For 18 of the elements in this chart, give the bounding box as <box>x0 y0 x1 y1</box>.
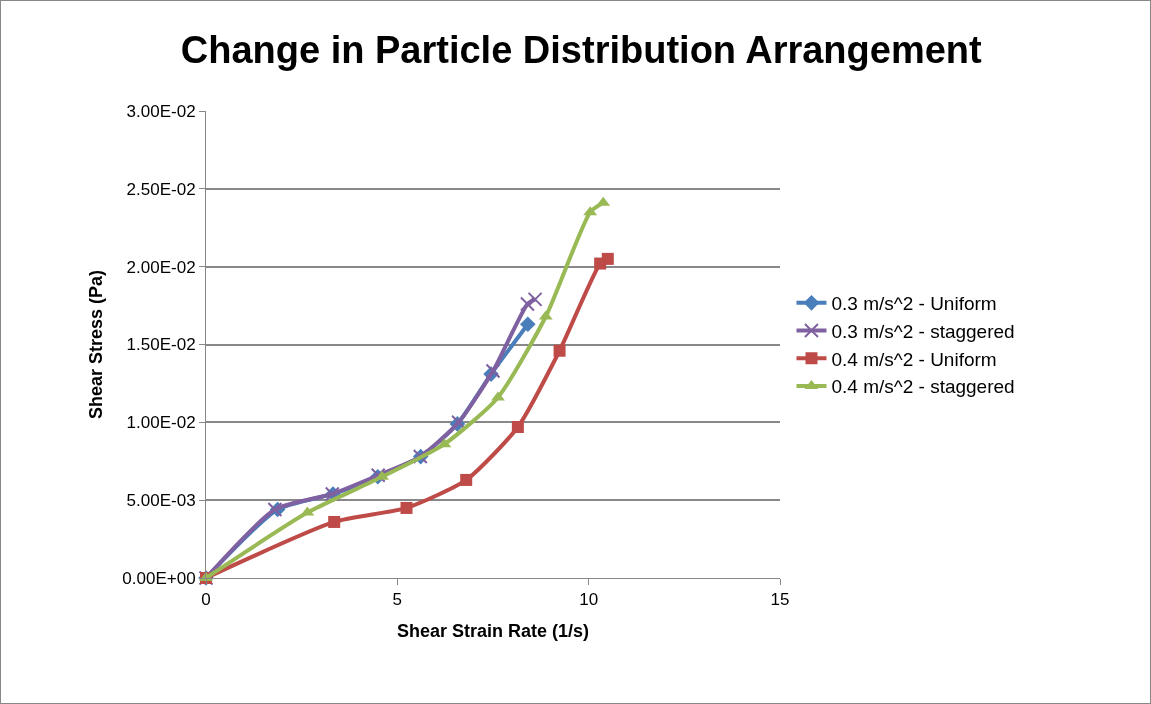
y-tick-label: 2.00E-02 <box>126 257 196 277</box>
y-tick-label: 1.50E-02 <box>126 335 196 355</box>
y-tick-label: 1.00E-02 <box>126 413 196 433</box>
y-tick-label: 0.00E+00 <box>122 568 196 588</box>
x-tick-label: 15 <box>770 590 790 610</box>
y-axis-title: Shear Stress (Pa) <box>85 269 106 420</box>
x-tick-label: 5 <box>392 590 403 610</box>
x-axis-title: Shear Strain Rate (1/s) <box>396 620 590 641</box>
y-tick-label: 2.50E-02 <box>126 179 196 199</box>
chart-title: Change in Particle Distribution Arrangement <box>180 28 983 71</box>
legend-label: 0.3 m/s^2 - Uniform <box>831 293 997 315</box>
legend-label: 0.4 m/s^2 - staggered <box>831 376 1015 398</box>
y-tick-label: 3.00E-02 <box>126 101 196 121</box>
x-tick-label: 10 <box>579 590 599 610</box>
y-tick-label: 5.00E-03 <box>126 491 196 511</box>
legend-label: 0.4 m/s^2 - Uniform <box>831 348 997 370</box>
legend-label: 0.3 m/s^2 - staggered <box>831 320 1015 342</box>
x-tick-label: 0 <box>201 590 211 610</box>
